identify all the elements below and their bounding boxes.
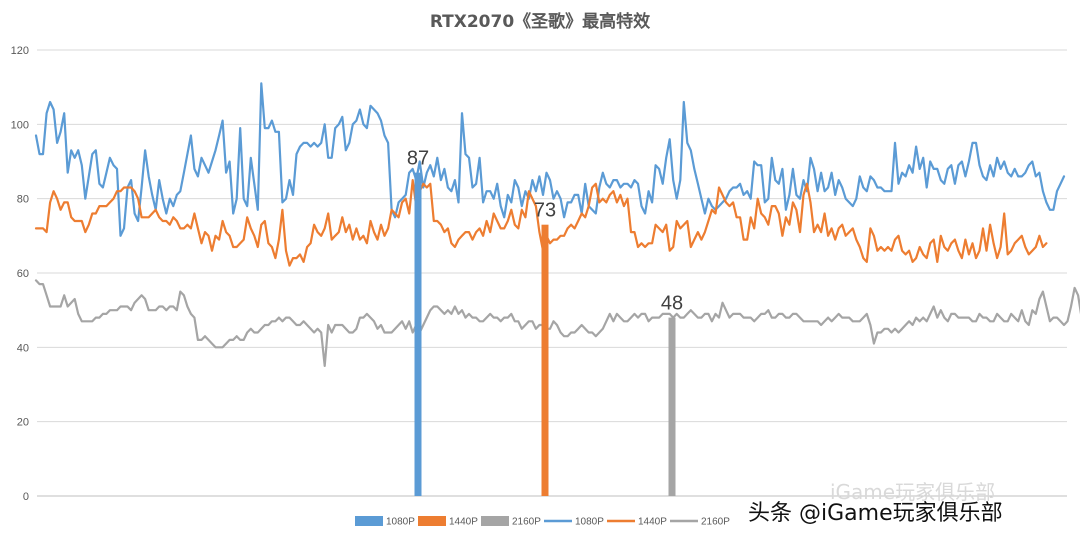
y-tick-label: 20: [17, 417, 29, 429]
y-tick-label: 40: [17, 342, 29, 354]
bar-value-label-1080P: 87: [407, 148, 429, 170]
watermark-main: 头条 @iGame玩家俱乐部: [748, 501, 1003, 526]
line-series-group: [34, 82, 1080, 367]
gridlines: [37, 49, 1067, 497]
legend-label-1080P: 1080P: [575, 517, 604, 528]
legend-label-2160P: 2160P: [512, 517, 541, 528]
line-series-1440P: [34, 179, 1048, 267]
legend-swatch-bar-1080P: [355, 516, 383, 526]
y-tick-label: 120: [11, 45, 29, 57]
legend-swatch-bar-1440P: [418, 516, 446, 526]
y-tick-label: 0: [23, 491, 29, 503]
legend-label-1440P: 1440P: [638, 517, 667, 528]
y-tick-label: 80: [17, 194, 29, 206]
watermark-faint: iGame玩家俱乐部: [830, 480, 995, 504]
line-series-2160P: [34, 279, 1080, 367]
y-tick-label: 100: [11, 119, 29, 131]
bar-1080P: [414, 172, 422, 496]
legend-label-2160P: 2160P: [701, 517, 730, 528]
bar-1440P: [541, 224, 549, 496]
legend-label-1080P: 1080P: [386, 517, 415, 528]
line-series-1080P: [34, 82, 1066, 237]
y-tick-label: 60: [17, 268, 29, 280]
legend-label-1440P: 1440P: [449, 517, 478, 528]
bar-value-label-2160P: 48: [661, 293, 683, 315]
bar-series-group: [414, 172, 676, 496]
y-axis-ticks: 0 20 40 60 80 100 120: [11, 45, 29, 503]
bar-2160P: [668, 317, 676, 496]
bar-value-label-1440P: 73: [534, 200, 556, 222]
legend-swatch-bar-2160P: [481, 516, 509, 526]
watermark: iGame玩家俱乐部 头条 @iGame玩家俱乐部: [748, 480, 1003, 526]
legend: 1080P 1440P 2160P 1080P 1440P 2160P: [355, 516, 730, 528]
bar-value-labels: 87 73 48: [407, 148, 683, 315]
chart-title: RTX2070《圣歌》最高特效: [430, 11, 650, 32]
